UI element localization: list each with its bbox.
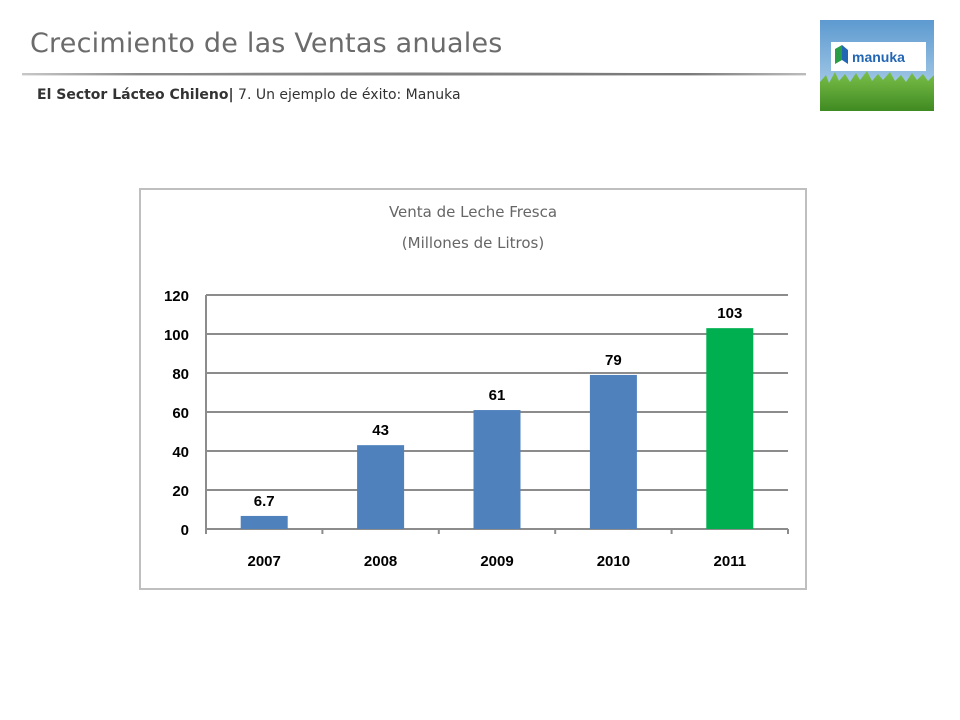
- page-title: Crecimiento de las Ventas anuales: [30, 28, 503, 59]
- y-tick-label: 20: [172, 483, 189, 500]
- section-breadcrumb: El Sector Lácteo Chileno| 7. Un ejemplo …: [37, 87, 461, 103]
- bar: [589, 374, 637, 529]
- x-tick-label: 2009: [480, 553, 513, 570]
- data-label: 79: [605, 352, 622, 369]
- chart-subtitle: (Millones de Litros): [401, 234, 545, 252]
- y-tick-label: 40: [172, 444, 189, 461]
- bar: [473, 410, 521, 529]
- manuka-logo-image: manuka: [820, 20, 934, 111]
- bar-chart: 0 20 40 60 80 100 120 6.7 2007 43 2008 61 2009 79 2010…: [164, 288, 789, 570]
- data-label: 103: [717, 305, 742, 322]
- x-tick-label: 2011: [714, 553, 747, 570]
- data-label: 6.7: [254, 493, 275, 510]
- data-label: 61: [489, 387, 506, 404]
- bar: [357, 445, 405, 529]
- data-label: 43: [372, 422, 389, 439]
- chart-title: Venta de Leche Fresca: [388, 203, 558, 221]
- manuka-logo: manuka: [820, 20, 934, 111]
- y-tick-label: 0: [181, 522, 189, 539]
- bar: [706, 328, 754, 529]
- bar: [240, 515, 288, 529]
- section-topic: 7. Un ejemplo de éxito: Manuka: [233, 87, 461, 103]
- title-underline: [22, 72, 806, 76]
- y-tick-label: 120: [164, 288, 189, 305]
- y-tick-label: 60: [172, 405, 189, 422]
- section-name: El Sector Lácteo Chileno|: [37, 87, 234, 103]
- x-tick-label: 2007: [248, 553, 281, 570]
- x-tick-label: 2008: [364, 553, 397, 570]
- x-tick-label: 2010: [597, 553, 630, 570]
- chart-frame: Venta de Leche Fresca (Millones de Litro…: [139, 188, 807, 590]
- y-tick-label: 100: [164, 327, 189, 344]
- logo-wordmark: manuka: [852, 49, 905, 65]
- y-tick-label: 80: [172, 366, 189, 383]
